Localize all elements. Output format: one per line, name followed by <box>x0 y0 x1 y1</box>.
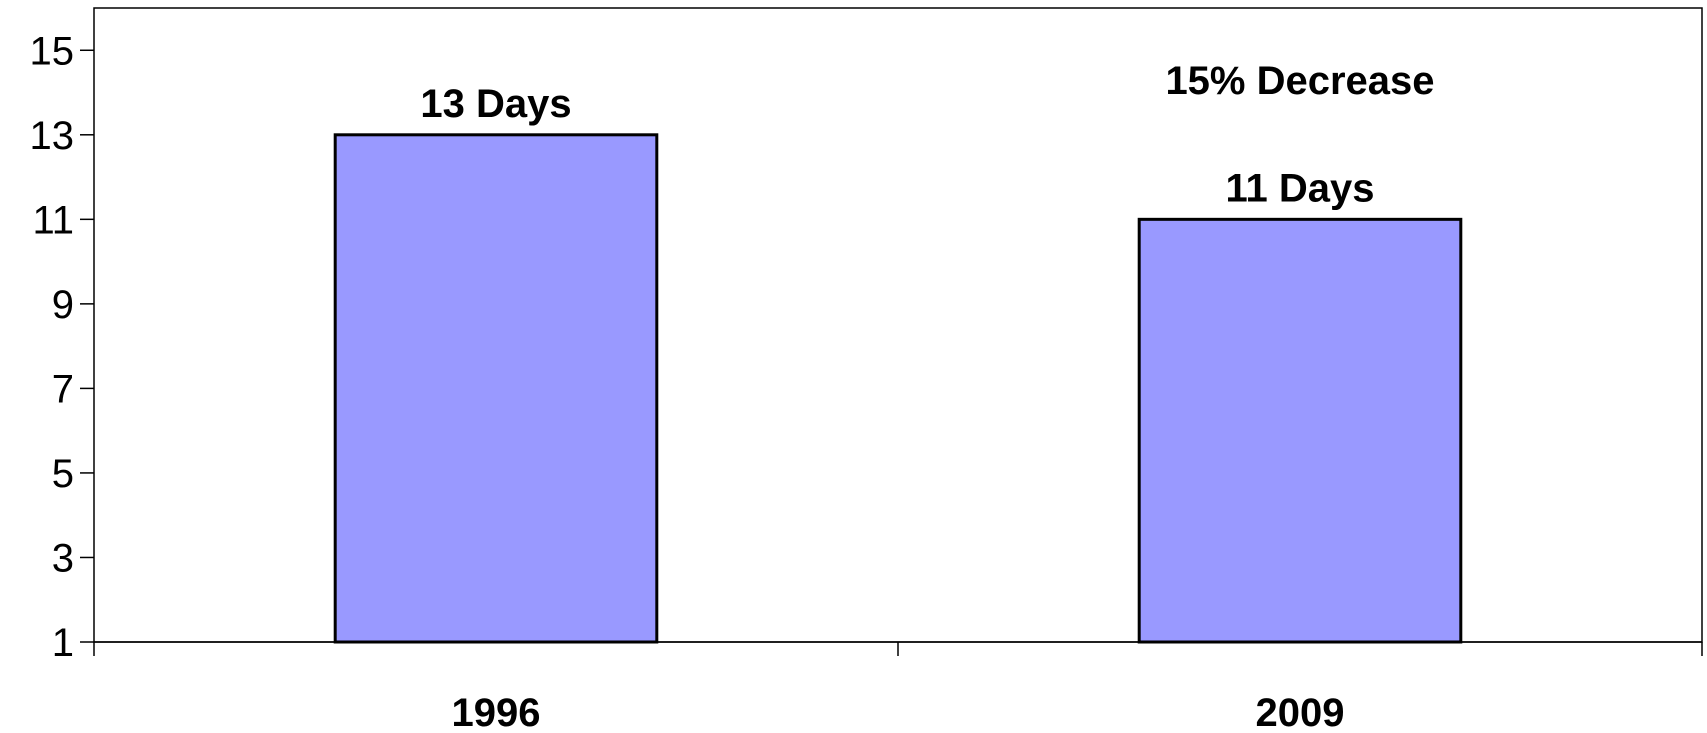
bar-series <box>333 133 1463 644</box>
x-category-label: 2009 <box>1256 691 1345 733</box>
data-label-2009: 11 Days <box>1225 166 1374 210</box>
y-tick-label: 5 <box>52 452 74 496</box>
x-category-label: 1996 <box>452 691 541 733</box>
data-label-1996: 13 Days <box>420 82 571 126</box>
y-tick-label: 7 <box>52 367 74 411</box>
y-tick-label: 9 <box>52 283 74 327</box>
y-tick-label: 15 <box>30 29 75 73</box>
bar-1996 <box>333 133 659 644</box>
y-tick-label: 11 <box>32 198 74 242</box>
bar-2009 <box>1137 217 1463 644</box>
y-tick-label: 3 <box>52 536 74 580</box>
decrease-annotation: 15% Decrease <box>1165 59 1434 103</box>
data-labels: 13 Days 11 Days <box>420 82 1374 211</box>
chart-annotations: 15% Decrease <box>1165 59 1434 103</box>
x-axis: 1996 2009 <box>93 641 1703 733</box>
y-tick-label: 1 <box>52 621 74 665</box>
y-tick-label: 13 <box>30 114 75 158</box>
